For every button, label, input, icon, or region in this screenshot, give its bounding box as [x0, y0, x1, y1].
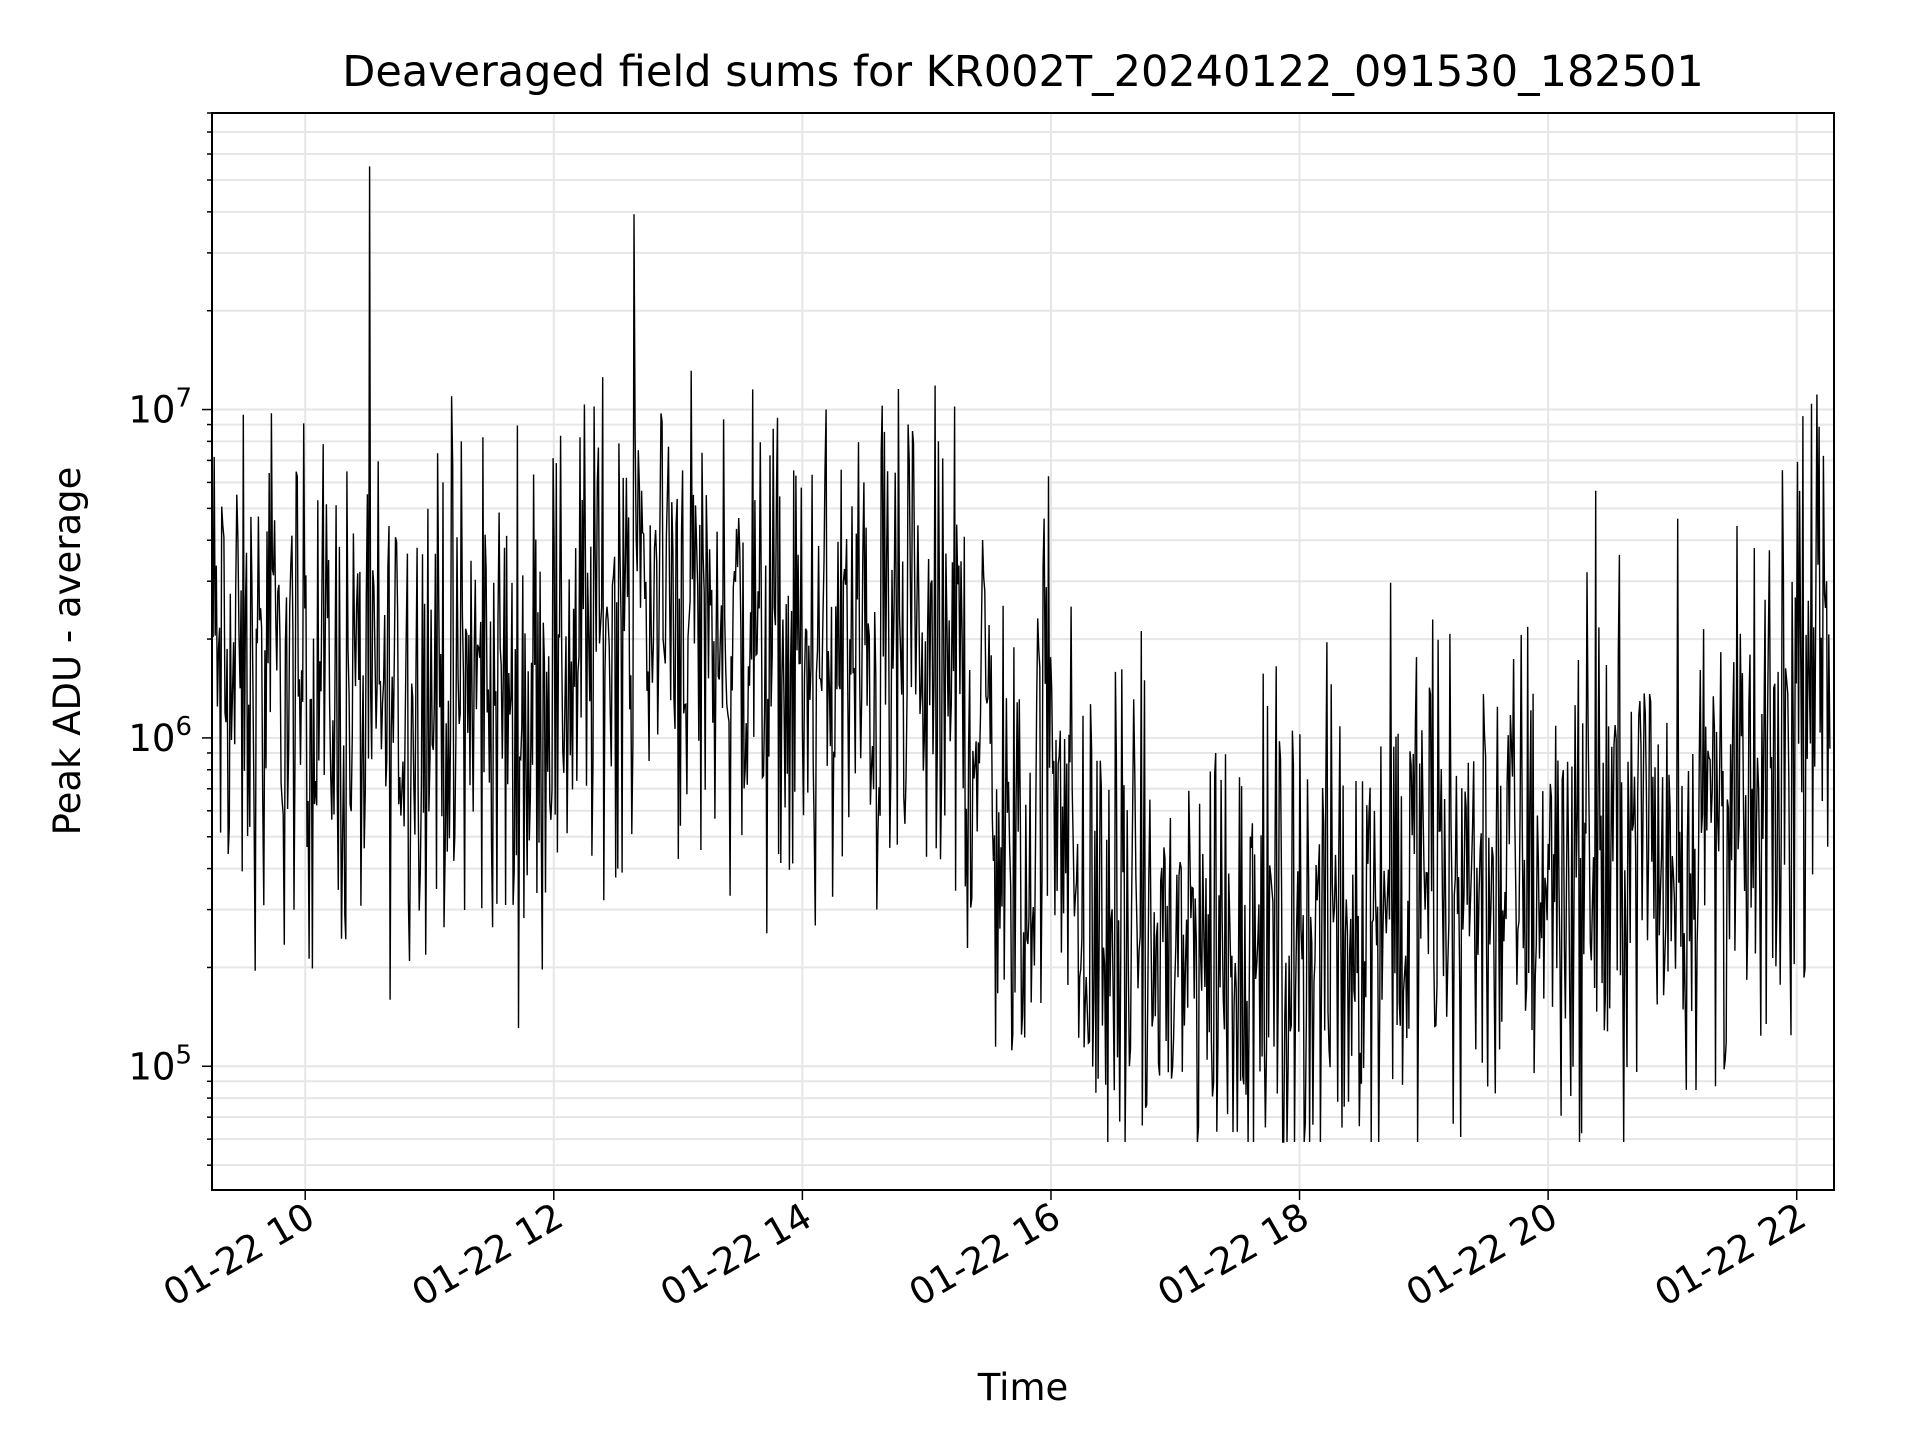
plot-area	[212, 113, 1834, 1190]
y-tick-base: 10	[128, 717, 175, 760]
y-tick-exponent: 6	[175, 712, 192, 742]
plot-frame	[211, 112, 1835, 1191]
x-axis-label: Time	[977, 1366, 1069, 1409]
series-line	[211, 166, 1831, 1143]
y-axis-label: Peak ADU - average	[46, 467, 89, 836]
data-series	[211, 166, 1831, 1143]
y-tick-exponent: 7	[175, 384, 192, 414]
chart-title: Deaveraged field sums for KR002T_2024012…	[342, 47, 1704, 97]
y-tick-exponent: 5	[175, 1040, 192, 1070]
y-tick-label: 105	[128, 1040, 192, 1088]
y-tick-base: 10	[128, 389, 175, 432]
y-tick-base: 10	[128, 1045, 175, 1088]
y-tick-label: 107	[128, 384, 192, 432]
y-tick-label: 106	[128, 712, 192, 760]
